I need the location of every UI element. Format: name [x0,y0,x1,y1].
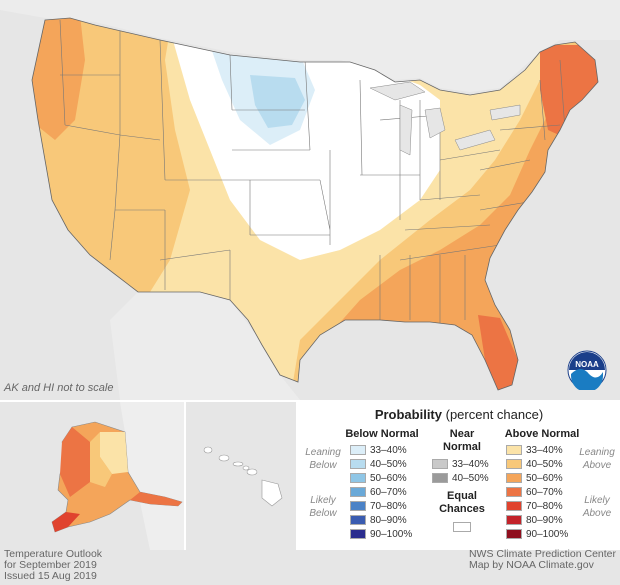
below-normal-swatch [350,529,366,539]
above-normal-swatch [506,515,522,525]
above-normal-row: 90–100% [506,528,568,540]
hawaii-islands [203,446,283,507]
likely-above-label: Likely Above [582,495,612,519]
above-normal-row: 60–70% [506,486,563,498]
shade-below-40-50 [250,75,305,128]
above-normal-swatch [506,473,522,483]
legend-title: Probability (percent chance) [374,407,544,422]
below-normal-label: 80–90% [370,514,407,526]
inset-divider [184,402,186,550]
probability-legend: Probability (percent chance) Below Norma… [298,402,620,550]
below-normal-swatch [350,445,366,455]
above-normal-swatch [506,459,522,469]
above-normal-swatch [506,501,522,511]
above-normal-label: 50–60% [526,472,563,484]
below-normal-heading: Below Normal [345,428,419,440]
canada-landmass [0,0,620,92]
above-normal-heading: Above Normal [504,428,580,440]
map-divider [0,400,620,402]
noaa-logo: NOAA [567,350,607,390]
ak-hi-scale-note: AK and HI not to scale [4,382,114,394]
state-borders [59,19,566,330]
below-normal-label: 50–60% [370,472,407,484]
hawaii-inset-map [186,402,296,550]
likely-below-label: Likely Below [309,495,337,519]
equal-chances-heading: Equal Chances [439,490,485,515]
above-normal-swatch [506,487,522,497]
near-normal-swatch [432,473,448,483]
equal-chances-swatch [453,522,471,532]
below-normal-label: 33–40% [370,444,407,456]
above-normal-label: 90–100% [526,528,569,540]
below-normal-swatch [350,487,366,497]
above-normal-row: 40–50% [506,458,563,470]
leaning-below-label: Leaning Below [305,447,341,471]
below-normal-row: 90–100% [350,528,412,540]
mexico-landmass [110,292,300,400]
above-normal-label: 33–40% [526,444,563,456]
below-normal-label: 70–80% [370,500,407,512]
above-normal-label: 60–70% [526,486,563,498]
near-normal-label: 33–40% [452,458,489,470]
below-normal-row: 50–60% [350,472,407,484]
near-normal-row: 40–50% [432,472,489,484]
below-normal-label: 90–100% [370,528,413,540]
shade-above-florida-60-70 [478,315,518,390]
outlook-caption: Temperature Outlook for September 2019 I… [4,548,103,582]
near-normal-swatch [432,459,448,469]
near-normal-label: 40–50% [452,472,489,484]
svg-text:NOAA: NOAA [575,360,599,369]
below-normal-swatch [350,459,366,469]
inset-divider-2 [296,402,298,550]
below-normal-label: 40–50% [370,458,407,470]
below-normal-row: 70–80% [350,500,407,512]
below-normal-swatch [350,473,366,483]
above-normal-row: 80–90% [506,514,563,526]
above-normal-row: 50–60% [506,472,563,484]
above-normal-row: 33–40% [506,444,563,456]
below-normal-row: 40–50% [350,458,407,470]
above-normal-row: 70–80% [506,500,563,512]
below-normal-label: 60–70% [370,486,407,498]
above-normal-swatch [506,445,522,455]
leaning-above-label: Leaning Above [579,447,615,471]
above-normal-label: 80–90% [526,514,563,526]
above-normal-label: 40–50% [526,458,563,470]
near-normal-row: 33–40% [432,458,489,470]
below-normal-swatch [350,515,366,525]
below-normal-row: 80–90% [350,514,407,526]
below-normal-swatch [350,501,366,511]
below-normal-row: 33–40% [350,444,407,456]
alaska-inset-map [0,402,184,550]
conus-outlook-map [0,0,620,400]
above-normal-swatch [506,529,522,539]
below-normal-row: 60–70% [350,486,407,498]
shade-above-pnw-50-60 [32,18,85,140]
credits: NWS Climate Prediction Center Map by NOA… [468,548,616,571]
above-normal-label: 70–80% [526,500,563,512]
us-outline [31,17,599,391]
great-lakes [369,81,521,156]
near-normal-heading: Near Normal [443,428,481,453]
